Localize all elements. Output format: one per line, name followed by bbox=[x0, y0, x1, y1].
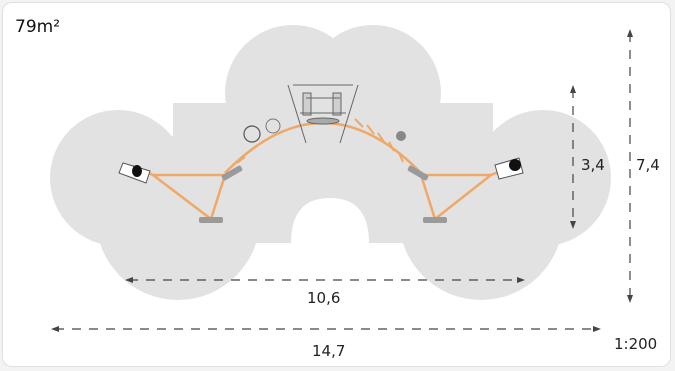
inner-height-label: 3,4 bbox=[581, 156, 605, 174]
ring-element bbox=[243, 125, 261, 143]
left-swing-seat bbox=[118, 162, 151, 184]
dimension-arrows bbox=[51, 29, 633, 332]
plan-drawing bbox=[50, 25, 633, 332]
arch-rungs bbox=[236, 118, 404, 164]
dimension-lines bbox=[55, 33, 631, 330]
plan-card: 79m² 10,6 14,7 3,4 7,4 1:200 bbox=[2, 2, 671, 367]
ring-element-small bbox=[265, 118, 281, 134]
area-label: 79m² bbox=[15, 17, 61, 37]
ball-element bbox=[396, 131, 406, 141]
outer-height-label: 7,4 bbox=[636, 156, 660, 174]
inner-width-label: 10,6 bbox=[307, 289, 341, 307]
scale-label: 1:200 bbox=[614, 335, 658, 353]
zone-notch bbox=[291, 198, 369, 293]
safety-zone bbox=[50, 25, 611, 300]
outer-width-label: 14,7 bbox=[312, 342, 346, 360]
base-plates bbox=[199, 165, 447, 223]
right-swing-seat bbox=[494, 157, 524, 180]
central-tower bbox=[287, 84, 359, 144]
